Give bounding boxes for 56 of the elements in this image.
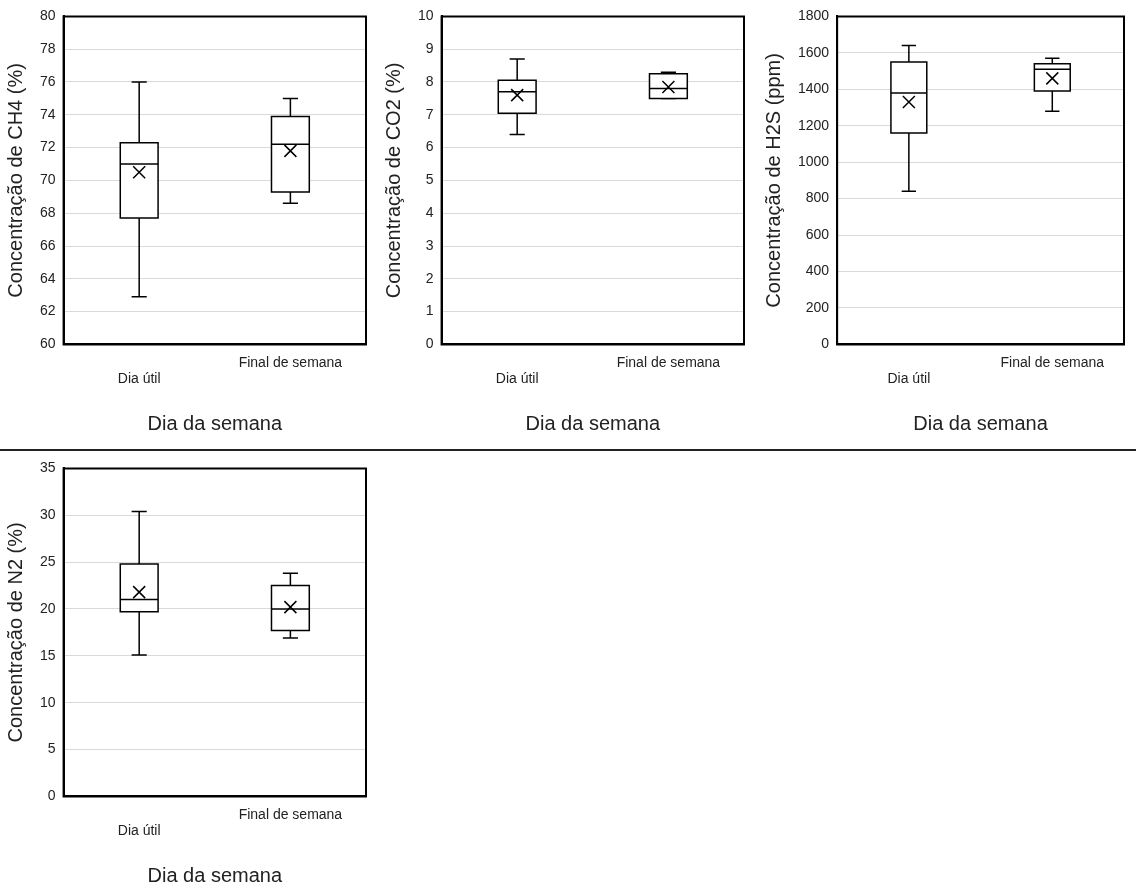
y-tick-label: 400 [805,262,830,279]
y-axis-title: Concentração de CH4 (%) [3,63,26,298]
y-tick-label: 600 [805,225,830,242]
y-tick-label: 35 [39,459,56,476]
x-tick-label: Final de semana [238,805,343,822]
y-tick-label: 10 [39,693,56,710]
y-tick-label: 72 [39,138,56,155]
y-tick-label: 0 [47,787,56,804]
y-tick-label: 1600 [797,43,830,60]
x-tick-label: Dia útil [495,370,539,387]
x-tick-label: Dia útil [117,822,161,839]
x-tick-label: Dia útil [117,370,161,387]
x-tick-label: Final de semana [616,353,721,370]
y-tick-label: 7 [425,105,434,122]
y-tick-label: 0 [425,335,434,352]
y-tick-label: 1400 [797,80,830,97]
x-axis-title: Dia da semana [147,863,283,883]
y-tick-label: 2 [425,269,434,286]
y-tick-label: 1000 [797,153,830,170]
y-tick-label: 10 [417,7,434,24]
y-tick-label: 6 [425,138,434,155]
y-tick-label: 800 [805,189,830,206]
y-tick-label: 1 [425,302,434,319]
x-axis-title: Dia da semana [913,411,1049,434]
y-axis-title: Concentração de H2S (ppm) [761,53,784,308]
y-tick-label: 76 [39,72,56,89]
y-tick-label: 80 [39,7,56,24]
y-axis-title: Concentração de CO2 (%) [381,62,404,299]
y-tick-label: 3 [425,236,434,253]
y-tick-label: 60 [39,335,56,352]
y-tick-label: 15 [39,646,56,663]
y-tick-label: 9 [425,40,434,57]
x-axis-title: Dia da semana [525,411,661,434]
y-tick-label: 5 [425,171,434,188]
y-tick-label: 30 [39,506,56,523]
y-tick-label: 78 [39,40,56,57]
y-tick-label: 200 [805,298,830,315]
y-tick-label: 25 [39,552,56,569]
y-tick-label: 74 [39,105,56,122]
y-tick-label: 68 [39,204,56,221]
x-tick-label: Final de semana [238,353,343,370]
y-tick-label: 20 [39,599,56,616]
x-tick-label: Dia útil [887,370,931,387]
y-tick-label: 4 [425,204,434,221]
y-tick-label: 0 [821,335,830,352]
y-tick-label: 1800 [797,7,830,24]
y-tick-label: 64 [39,269,56,286]
y-tick-label: 62 [39,302,56,319]
x-axis-title: Dia da semana [147,411,283,434]
y-axis-title: Concentração de N2 (%) [3,522,26,743]
y-tick-label: 5 [47,740,56,757]
y-tick-label: 70 [39,171,56,188]
x-tick-label: Final de semana [1000,353,1105,370]
y-tick-label: 1200 [797,116,830,133]
y-tick-label: 8 [425,72,434,89]
y-tick-label: 66 [39,236,56,253]
